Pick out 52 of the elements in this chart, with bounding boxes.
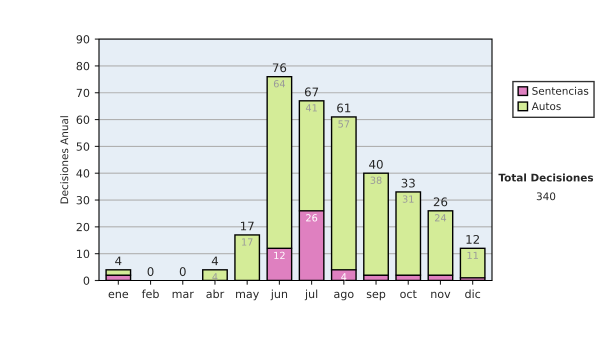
total-label: 76 bbox=[272, 63, 286, 72]
y-tick-label: 10 bbox=[77, 250, 90, 258]
y-tick-label: 70 bbox=[76, 88, 90, 98]
total-label: 0 bbox=[180, 267, 186, 276]
data-label: 11 bbox=[468, 252, 478, 259]
y-tick-label: 40 bbox=[76, 169, 90, 178]
x-tick-label: jul bbox=[304, 290, 318, 300]
legend-label: Autos bbox=[532, 102, 561, 110]
total-label: 4 bbox=[212, 256, 218, 266]
x-tick-label: nov bbox=[431, 292, 450, 298]
y-tick-label: 0 bbox=[84, 276, 90, 285]
y-tick-label: 50 bbox=[76, 142, 90, 151]
data-label: 64 bbox=[274, 80, 286, 88]
total-label: 12 bbox=[466, 234, 479, 244]
data-label: 12 bbox=[274, 252, 285, 259]
total-label: 33 bbox=[402, 178, 415, 188]
x-tick-label: ago bbox=[334, 292, 354, 300]
total-label: 61 bbox=[337, 104, 350, 112]
x-tick-label: ene bbox=[108, 292, 128, 298]
y-tick-label: 60 bbox=[76, 116, 90, 124]
data-label: 24 bbox=[434, 214, 446, 222]
x-tick-label: oct bbox=[400, 290, 417, 298]
x-tick-label: jun bbox=[270, 290, 288, 300]
data-label: 31 bbox=[402, 195, 414, 203]
data-label: 26 bbox=[306, 214, 318, 222]
total-label: 67 bbox=[304, 87, 318, 96]
y-tick-label: 80 bbox=[76, 62, 90, 70]
y-axis-title: Decisiones Anual bbox=[60, 116, 68, 204]
data-label: 38 bbox=[370, 176, 382, 184]
x-tick-label: abr bbox=[206, 290, 224, 298]
x-tick-label: may bbox=[236, 292, 259, 300]
text: 340 bbox=[536, 192, 556, 200]
legend-label: Sentencias bbox=[532, 86, 588, 95]
y-tick-label: 20 bbox=[76, 222, 90, 232]
data-label: 4 bbox=[212, 273, 218, 280]
data-label: 57 bbox=[338, 120, 350, 128]
total-label: 17 bbox=[240, 222, 254, 230]
total-label: 26 bbox=[434, 197, 448, 206]
total-label: 4 bbox=[115, 256, 122, 266]
total-label: 0 bbox=[148, 267, 154, 276]
bar bbox=[460, 248, 486, 279]
data-label: 41 bbox=[306, 104, 317, 112]
text: Total Decisiones bbox=[498, 173, 594, 182]
x-tick-label: mar bbox=[172, 292, 194, 298]
total-label: 40 bbox=[369, 160, 383, 169]
y-tick-label: 30 bbox=[76, 196, 90, 204]
x-tick-label: feb bbox=[142, 290, 159, 298]
y-tick-label: 90 bbox=[76, 35, 90, 44]
x-tick-label: dic bbox=[465, 290, 480, 298]
x-tick-label: sep bbox=[366, 292, 386, 300]
data-label: 17 bbox=[242, 238, 253, 246]
data-label: 4 bbox=[341, 273, 346, 280]
